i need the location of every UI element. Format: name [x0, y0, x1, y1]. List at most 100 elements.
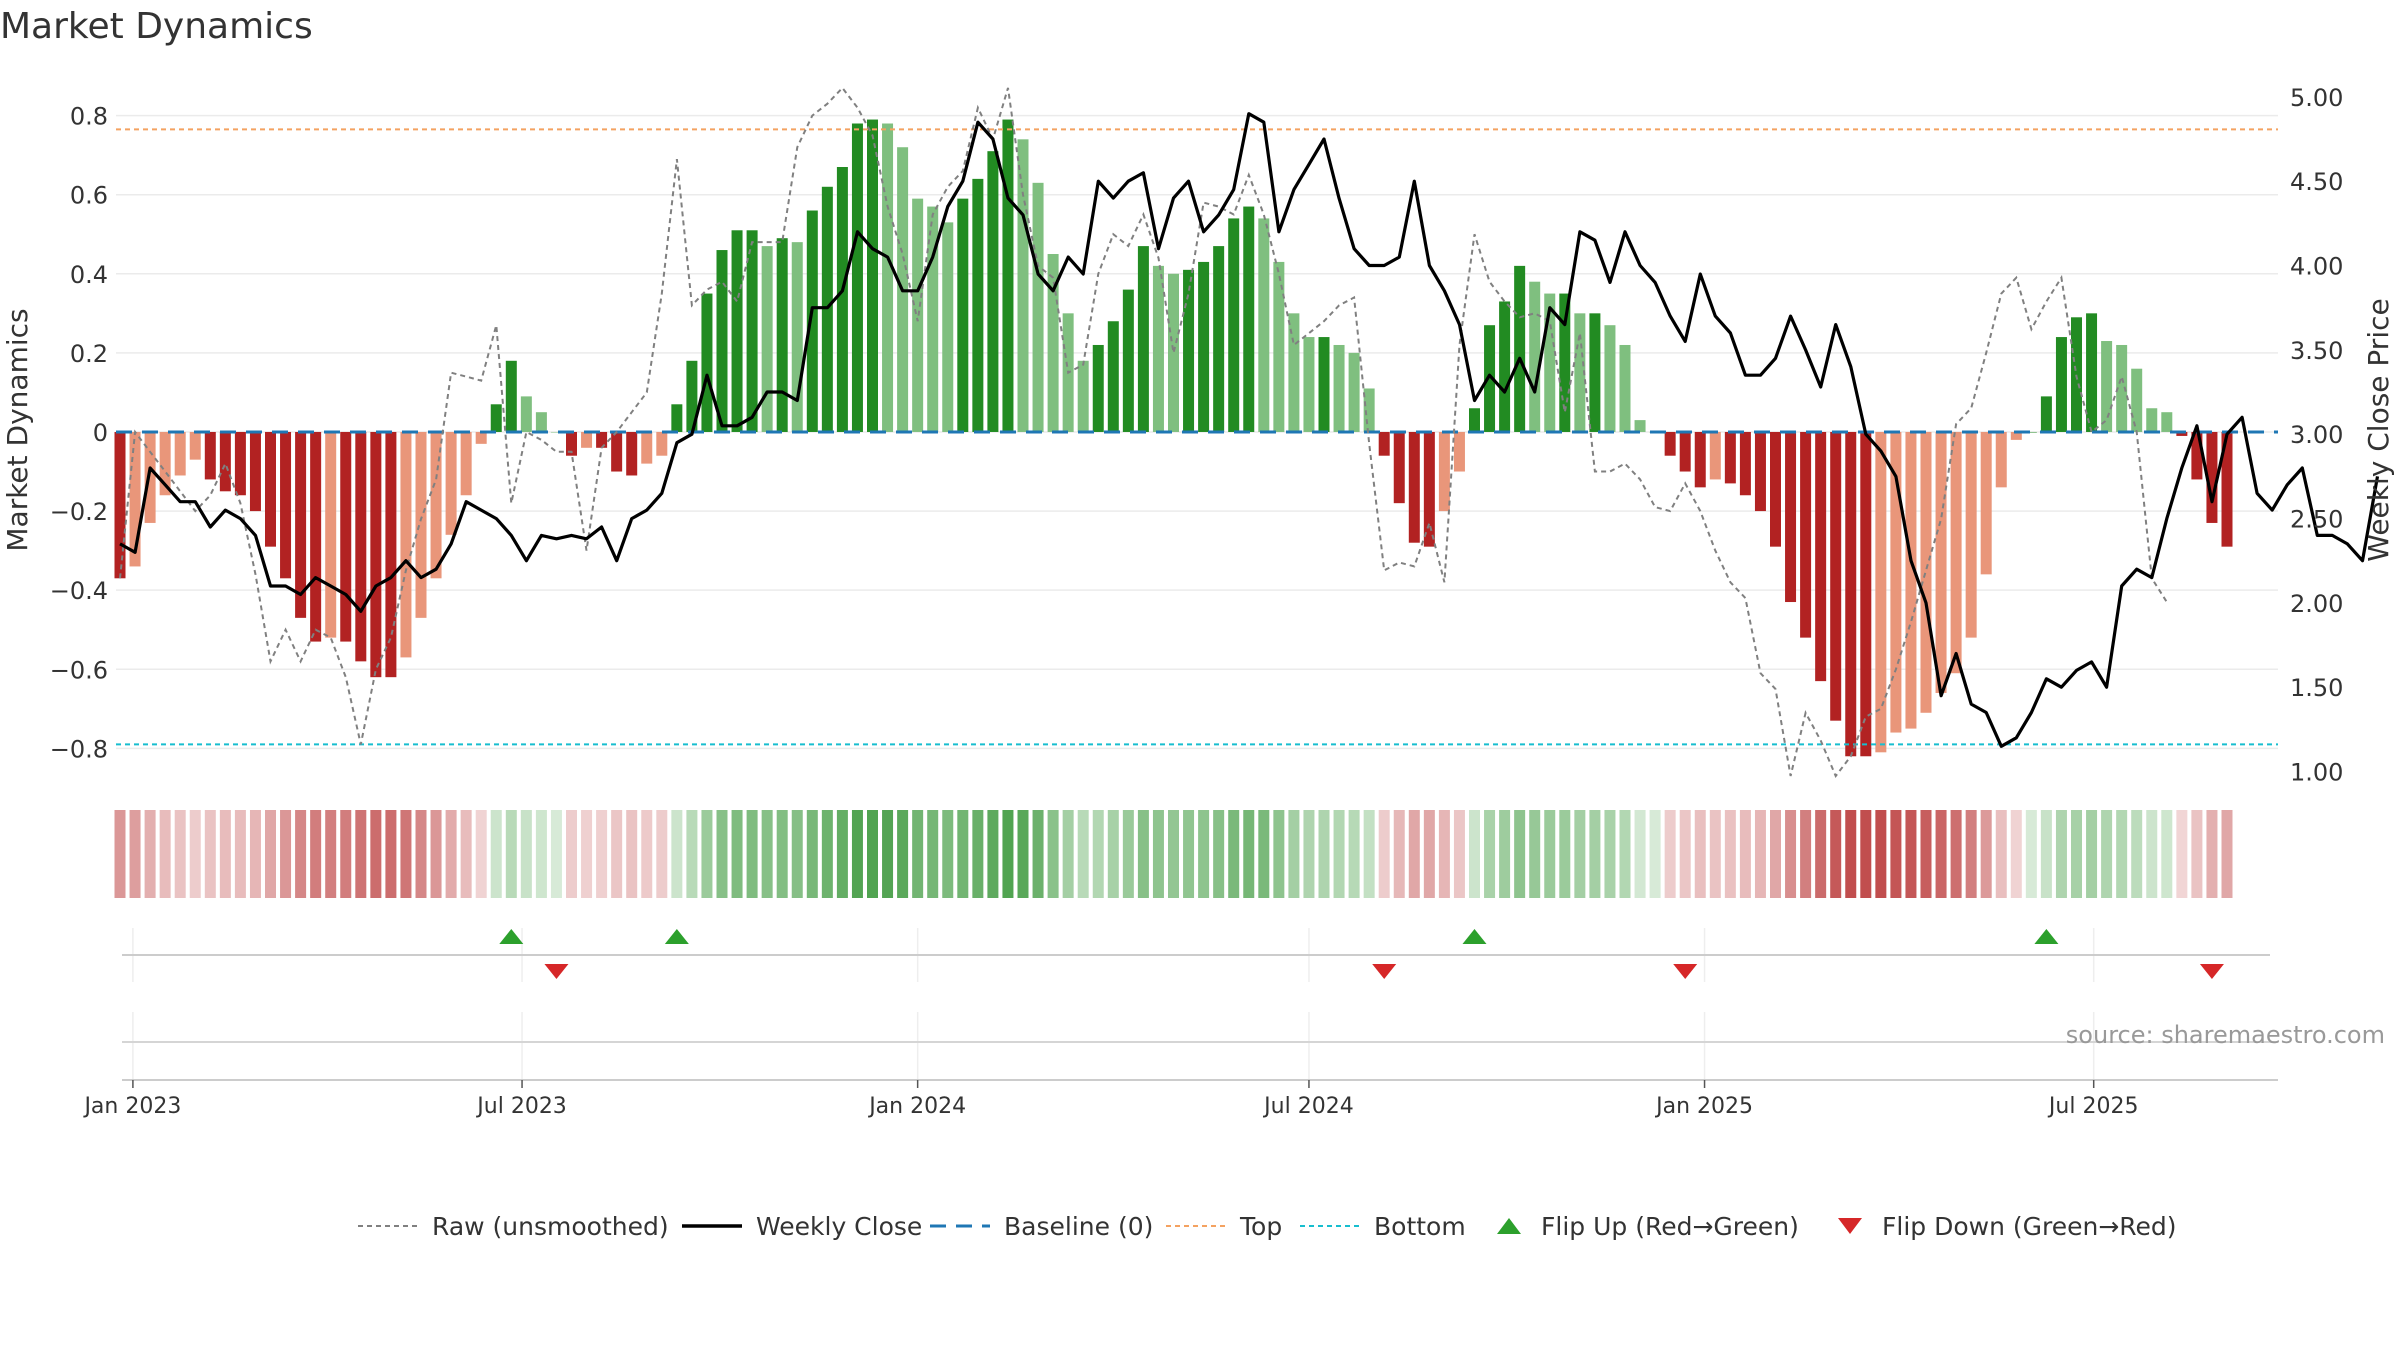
y-tick-label: −0.6	[50, 656, 108, 684]
strip-cell-93	[1514, 810, 1526, 898]
bar-95	[1544, 293, 1556, 432]
bar-140	[2221, 431, 2233, 547]
bar-94	[1529, 281, 1541, 432]
bar-4	[174, 431, 186, 476]
bar-24	[475, 431, 487, 444]
y2-tick-label: 2.00	[2290, 590, 2343, 618]
strip-cell-6	[204, 810, 216, 898]
strip-cell-22	[445, 810, 457, 898]
bar-68	[1137, 246, 1149, 432]
strip-cell-29	[550, 810, 562, 898]
flip-up-marker-0	[499, 929, 524, 944]
bar-116	[1860, 431, 1872, 757]
strip-cell-103	[1664, 810, 1676, 898]
bar-66	[1107, 321, 1119, 432]
bar-36	[656, 431, 668, 456]
y-tick-label: −0.8	[50, 735, 108, 763]
strip-cell-122	[1950, 810, 1962, 898]
strip-cell-10	[265, 810, 276, 898]
legend-label-0: Raw (unsmoothed)	[432, 1212, 669, 1241]
strip-cell-131	[2086, 810, 2098, 898]
bar-23	[460, 431, 472, 496]
grid	[116, 114, 2278, 750]
strip-cell-77	[1273, 810, 1285, 898]
strip-cell-101	[1634, 810, 1646, 898]
bar-128	[2040, 396, 2052, 432]
strip-cell-82	[1348, 810, 1360, 898]
bar-9	[249, 431, 261, 512]
strip-cell-91	[1484, 810, 1496, 898]
legend-label-2: Baseline (0)	[1004, 1212, 1153, 1241]
strip-cell-140	[2221, 810, 2233, 898]
strip-cell-85	[1393, 810, 1405, 898]
bar-112	[1800, 431, 1812, 638]
bar-44	[776, 238, 788, 432]
bar-22	[445, 431, 457, 535]
bar-56	[957, 198, 969, 432]
strip-cell-62	[1047, 810, 1059, 898]
bar-91	[1484, 325, 1496, 432]
strip-cell-47	[821, 810, 833, 898]
bar-126	[2010, 431, 2022, 440]
strip-cell-115	[1845, 810, 1857, 898]
strip-cell-72	[1198, 810, 1210, 898]
strip-cell-107	[1724, 810, 1736, 898]
strip-cell-42	[746, 810, 758, 898]
flip-down-marker-0	[544, 964, 569, 979]
strip-cell-96	[1559, 810, 1571, 898]
strip-cell-110	[1770, 810, 1781, 898]
bar-65	[1092, 344, 1104, 432]
legend-label-3: Top	[1239, 1212, 1282, 1241]
strip-cell-104	[1679, 810, 1691, 898]
bar-105	[1694, 431, 1706, 488]
bar-100	[1619, 344, 1631, 432]
y2-axis-ticks: 5.00 4.50 4.00 3.50 3.00 2.50 2.00 1.50 1.00	[2290, 84, 2343, 787]
bar-30	[566, 431, 577, 456]
bar-45	[791, 242, 803, 432]
close-line	[119, 112, 2380, 748]
bar-20	[415, 431, 427, 618]
strip-cell-43	[761, 810, 773, 898]
y2-tick-label: 1.50	[2290, 674, 2343, 702]
bar-82	[1348, 352, 1360, 432]
flip-up-marker-1	[664, 929, 689, 944]
strip-cell-54	[927, 810, 939, 898]
strip-cell-116	[1860, 810, 1872, 898]
strip-cell-127	[2025, 810, 2037, 898]
strip-cell-28	[535, 810, 547, 898]
strip-cell-94	[1529, 810, 1541, 898]
strip-cell-3	[159, 810, 171, 898]
bar-3	[159, 431, 171, 496]
strip-cell-65	[1092, 810, 1104, 898]
bar-15	[340, 431, 352, 642]
bar-136	[2161, 412, 2173, 432]
strip-cell-15	[340, 810, 352, 898]
bar-81	[1333, 344, 1345, 432]
strip-cell-57	[972, 810, 984, 898]
strip-cell-31	[581, 810, 593, 898]
strip-cell-114	[1830, 810, 1842, 898]
bar-107	[1724, 431, 1736, 484]
bar-50	[867, 119, 878, 432]
strip-cell-52	[897, 810, 909, 898]
strip-cell-111	[1785, 810, 1797, 898]
bar-21	[430, 431, 442, 579]
source-note: source: sharemaestro.com	[2066, 1021, 2385, 1049]
strip-cell-95	[1544, 810, 1556, 898]
strip-cell-133	[2116, 810, 2128, 898]
bar-46	[806, 210, 818, 432]
bar-61	[1032, 182, 1044, 432]
x-tick-label: Jan 2025	[1654, 1094, 1753, 1119]
bar-40	[716, 250, 728, 432]
strip-cell-63	[1062, 810, 1074, 898]
legend-label-4: Bottom	[1374, 1212, 1466, 1241]
strip-cell-32	[596, 810, 608, 898]
strip-cell-48	[836, 810, 848, 898]
legend-swatch-5	[1497, 1218, 1521, 1234]
strip-cell-98	[1589, 810, 1601, 898]
bar-109	[1754, 431, 1766, 512]
bar-83	[1363, 388, 1375, 432]
bar-106	[1709, 431, 1721, 480]
bar-117	[1875, 431, 1887, 753]
